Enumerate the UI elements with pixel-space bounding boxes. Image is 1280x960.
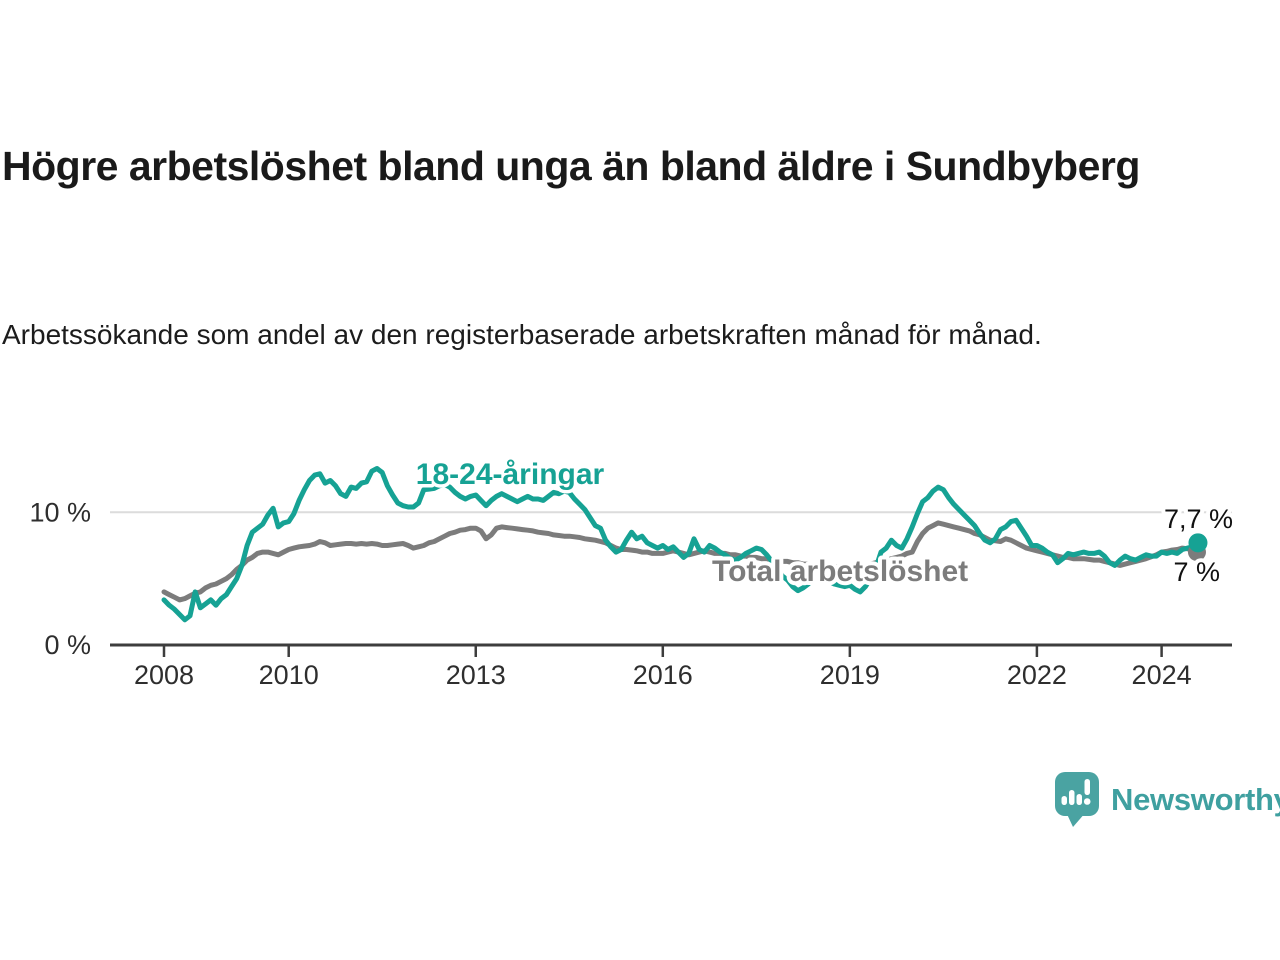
newsworthy-logo-icon — [1055, 772, 1099, 827]
x-axis-label: 2010 — [259, 660, 319, 690]
x-axis-label: 2019 — [820, 660, 880, 690]
total-series-label: Total arbetslöshet — [712, 555, 968, 588]
x-axis-label: 2022 — [1007, 660, 1067, 690]
chart-subtitle: Arbetssökande som andel av den registerb… — [2, 319, 1042, 350]
newsworthy-logo: Newsworthy — [1053, 770, 1280, 830]
total-series-line — [161, 520, 1201, 603]
y-axis-label: 10 % — [29, 497, 91, 527]
total-end-value-label: 7 % — [1173, 557, 1220, 587]
youth-series-line — [161, 466, 1201, 623]
youth-series-label: 18-24-åringar — [416, 458, 605, 491]
youth-end-value-label: 7,7 % — [1164, 504, 1233, 534]
x-axis-label: 2016 — [633, 660, 693, 690]
youth-end-dot — [1188, 533, 1208, 553]
x-axis-label: 2013 — [446, 660, 506, 690]
page-title: Högre arbetslöshet bland unga än bland ä… — [2, 143, 1140, 189]
x-axis-label: 2024 — [1132, 660, 1192, 690]
newsworthy-logo-text: Newsworthy — [1111, 782, 1280, 817]
y-axis-label: 0 % — [44, 630, 91, 660]
x-axis-label: 2008 — [134, 660, 194, 690]
